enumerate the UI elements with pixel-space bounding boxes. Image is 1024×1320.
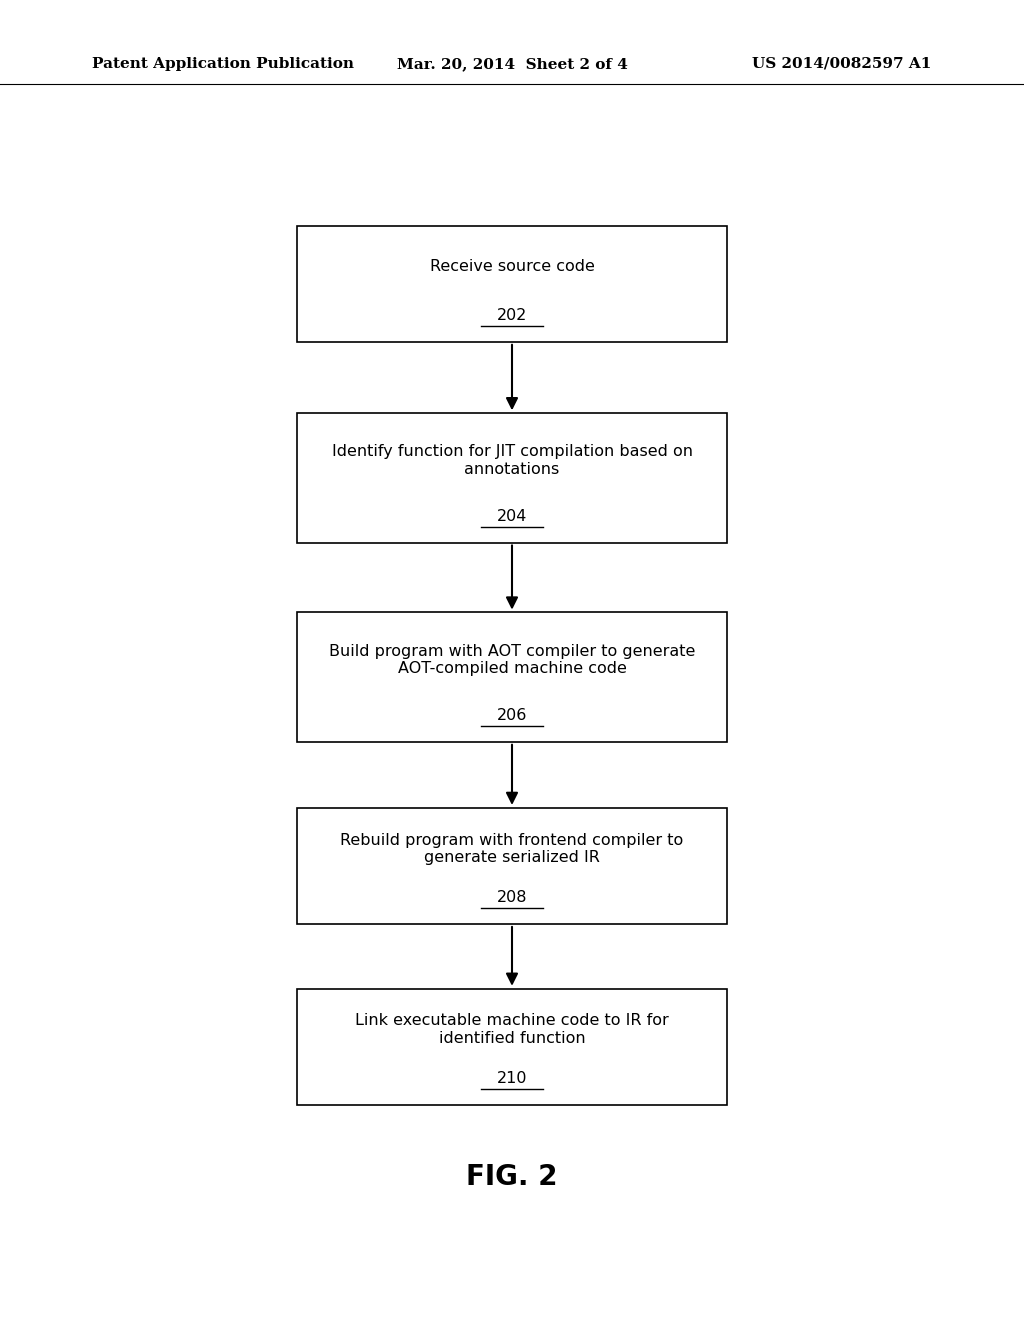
Point (475, 519, 487, 535)
Text: Receive source code: Receive source code (429, 259, 595, 275)
Text: 204: 204 (497, 508, 527, 524)
Text: 202: 202 (497, 308, 527, 323)
Point (537, 718, 549, 734)
FancyBboxPatch shape (297, 612, 727, 742)
Text: Identify function for JIT compilation based on
annotations: Identify function for JIT compilation ba… (332, 445, 692, 477)
Text: 208: 208 (497, 890, 527, 906)
Text: 206: 206 (497, 708, 527, 723)
Text: FIG. 2: FIG. 2 (466, 1163, 558, 1192)
Text: Patent Application Publication: Patent Application Publication (92, 57, 354, 71)
Point (537, 900, 549, 916)
Text: Rebuild program with frontend compiler to
generate serialized IR: Rebuild program with frontend compiler t… (340, 833, 684, 865)
FancyBboxPatch shape (297, 989, 727, 1105)
Point (537, 318, 549, 334)
Text: Link executable machine code to IR for
identified function: Link executable machine code to IR for i… (355, 1014, 669, 1045)
Point (475, 718, 487, 734)
Text: 210: 210 (497, 1071, 527, 1086)
FancyBboxPatch shape (297, 413, 727, 543)
Point (475, 900, 487, 916)
Text: Mar. 20, 2014  Sheet 2 of 4: Mar. 20, 2014 Sheet 2 of 4 (396, 57, 628, 71)
Point (537, 1081, 549, 1097)
FancyBboxPatch shape (297, 226, 727, 342)
Text: US 2014/0082597 A1: US 2014/0082597 A1 (753, 57, 932, 71)
FancyBboxPatch shape (297, 808, 727, 924)
Point (475, 318, 487, 334)
Text: Build program with AOT compiler to generate
AOT-compiled machine code: Build program with AOT compiler to gener… (329, 644, 695, 676)
Point (475, 1081, 487, 1097)
Point (537, 519, 549, 535)
